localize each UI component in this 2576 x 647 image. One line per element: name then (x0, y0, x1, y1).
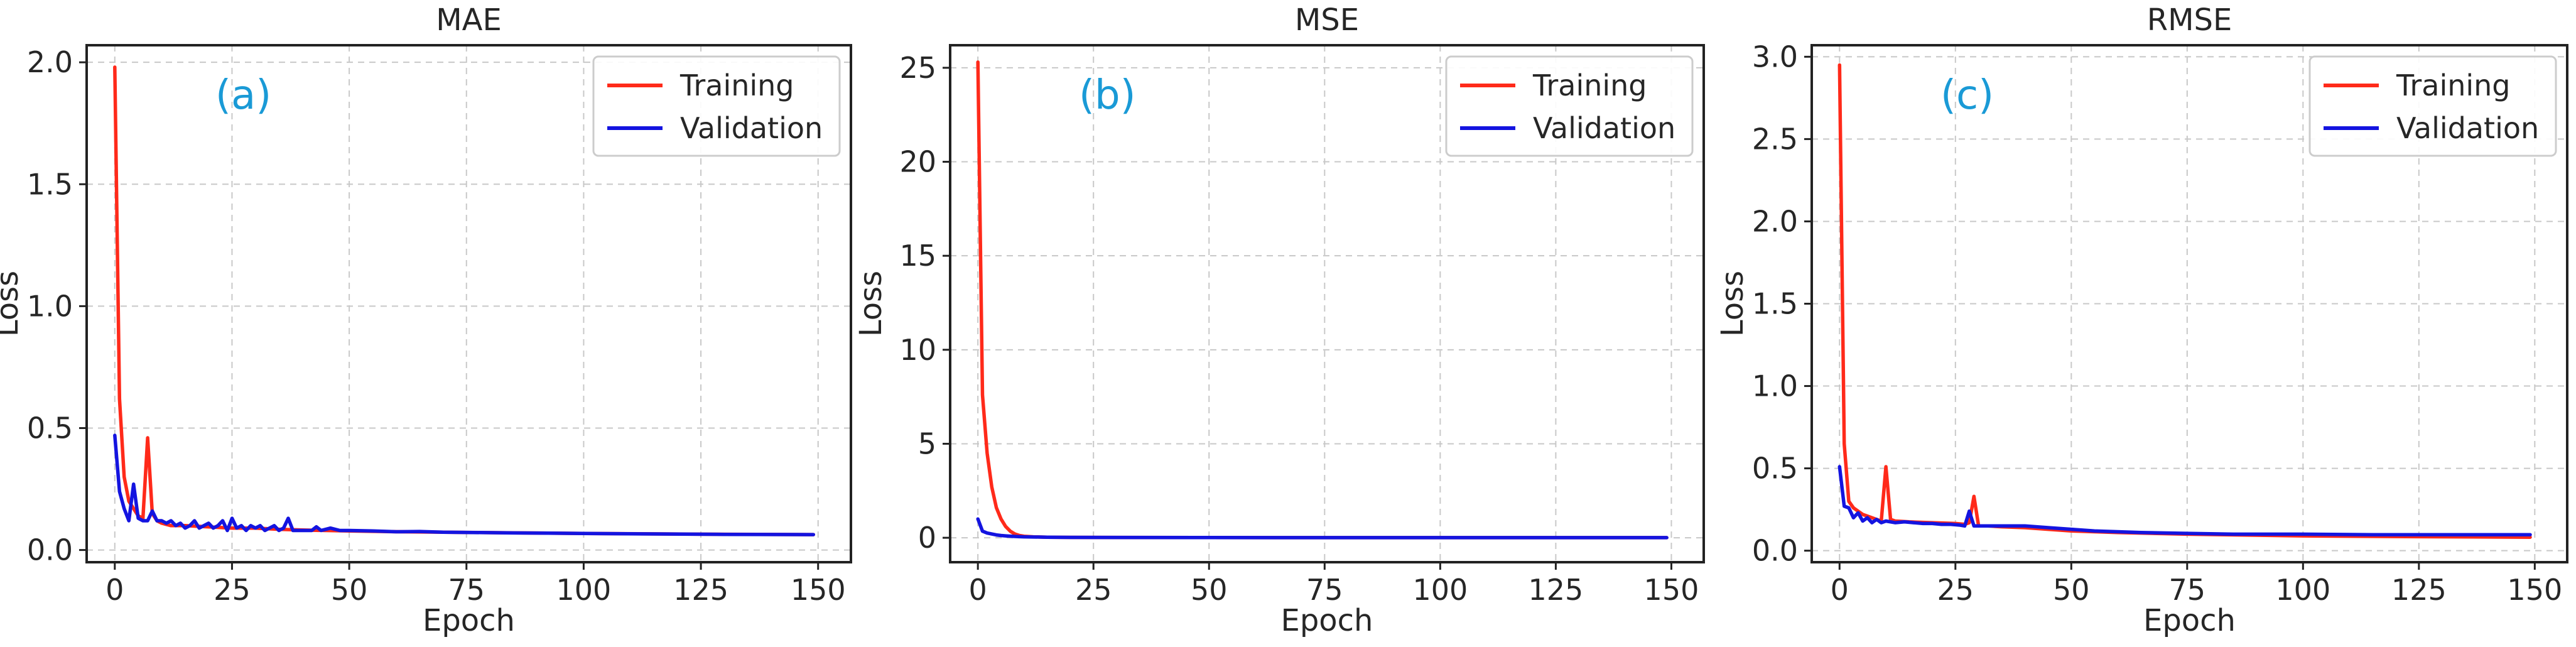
y-tick-label: 5 (918, 427, 936, 460)
legend: Training Validation (592, 55, 841, 157)
x-tick-label: 0 (106, 573, 124, 607)
x-tick-label: 125 (2391, 573, 2447, 607)
y-axis-label: Loss (0, 271, 25, 337)
y-tick-label: 1.0 (1752, 369, 1798, 403)
y-tick-label: 2.0 (27, 45, 73, 79)
panel-label: (c) (1940, 72, 1994, 119)
x-tick-label: 100 (1412, 573, 1468, 607)
legend-box (592, 55, 841, 157)
x-tick-label: 100 (556, 573, 612, 607)
x-tick-label: 150 (791, 573, 846, 607)
x-tick-label: 125 (1529, 573, 1584, 607)
y-tick-label: 0.0 (27, 533, 73, 567)
series-line-validation (976, 517, 1669, 540)
legend: Training Validation (2308, 55, 2557, 157)
panel-label: (b) (1079, 72, 1136, 119)
y-tick-label: 1.5 (27, 167, 73, 201)
legend-label-validation: Validation (1533, 111, 1675, 145)
plot-frame (85, 44, 852, 563)
y-axis-label: Loss (1715, 271, 1750, 337)
chart-panel-mse: 0 25 50 75 100 125 150 0 5 10 15 20 25 MSE Epoch Loss (b… (853, 3, 1705, 638)
y-tick-label: 0.5 (27, 411, 73, 445)
y-tick-label: 2.0 (1752, 204, 1798, 238)
y-tick-label: 1.0 (27, 289, 73, 323)
x-tick-label: 25 (1937, 573, 1974, 607)
chart-title: MAE (436, 3, 502, 38)
x-tick-label: 0 (1831, 573, 1849, 607)
chart-panel-mae: 0 25 50 75 100 125 150 0.0 0.5 1.0 1.5 2.0 MAE Epoch L… (0, 3, 852, 638)
x-tick-label: 100 (2275, 573, 2330, 607)
y-tick-label: 0.0 (1752, 534, 1798, 568)
y-tick-label: 25 (899, 51, 936, 85)
legend-label-training: Training (2396, 68, 2511, 102)
x-axis-label: Epoch (2143, 603, 2236, 638)
y-tick-label: 2.5 (1752, 122, 1798, 156)
x-tick-label: 150 (1644, 573, 1699, 607)
x-tick-label: 125 (673, 573, 728, 607)
y-axis-label: Loss (853, 271, 889, 337)
x-tick-label: 50 (1191, 573, 1228, 607)
x-tick-label: 75 (1306, 573, 1343, 607)
chart-title: RMSE (2147, 3, 2232, 38)
x-tick-label: 0 (969, 573, 987, 607)
legend-label-training: Training (1532, 68, 1647, 102)
series-line-validation (113, 433, 816, 536)
legend-label-validation: Validation (2396, 111, 2539, 145)
y-tick-label: 1.5 (1752, 287, 1798, 321)
x-tick-label: 25 (1075, 573, 1112, 607)
y-tick-label: 0 (918, 521, 936, 555)
plot-frame (949, 44, 1705, 563)
x-tick-label: 75 (2169, 573, 2206, 607)
series-line-validation (1837, 465, 2532, 536)
legend: Training Validation (1445, 55, 1694, 157)
y-tick-label: 10 (899, 333, 936, 367)
x-tick-label: 25 (214, 573, 251, 607)
x-tick-label: 150 (2507, 573, 2562, 607)
x-axis-label: Epoch (1281, 603, 1373, 638)
x-axis-label: Epoch (423, 603, 515, 638)
y-tick-label: 3.0 (1752, 40, 1798, 73)
x-tick-label: 75 (448, 573, 485, 607)
chart-panel-rmse: 0 25 50 75 100 125 150 0.0 0.5 1.0 1.5 2.0 2.5 3.0 RMS… (1715, 3, 2568, 638)
legend-label-validation: Validation (680, 111, 823, 145)
x-tick-label: 50 (331, 573, 368, 607)
legend-box (2308, 55, 2557, 157)
x-tick-label: 50 (2053, 573, 2090, 607)
y-tick-label: 20 (899, 145, 936, 179)
legend-label-training: Training (679, 68, 794, 102)
y-tick-label: 15 (899, 239, 936, 273)
legend-box (1445, 55, 1694, 157)
chart-title: MSE (1295, 3, 1359, 38)
y-tick-label: 0.5 (1752, 452, 1798, 486)
panel-label: (a) (215, 72, 271, 119)
